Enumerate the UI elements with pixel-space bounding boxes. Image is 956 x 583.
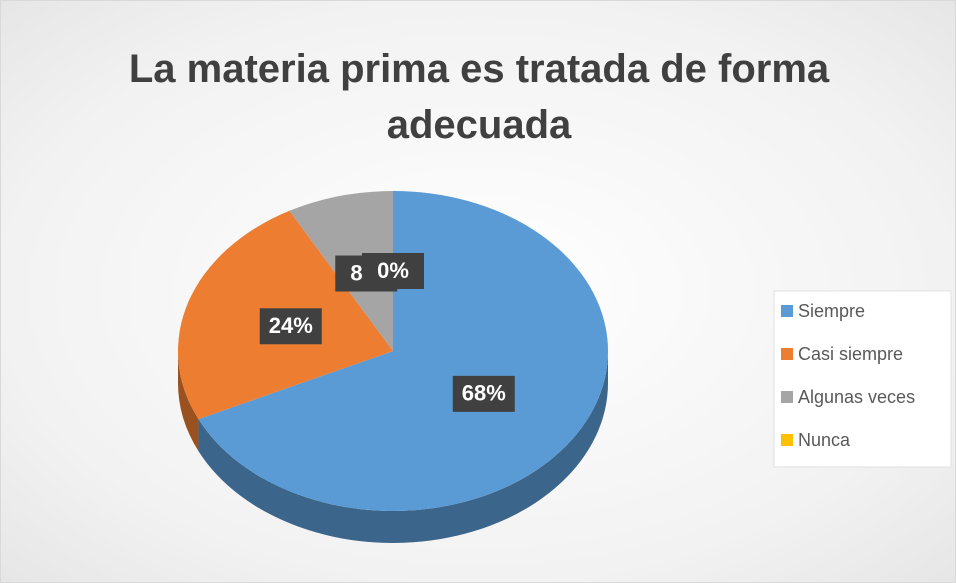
chart-title: La materia prima es tratada de forma ade… — [128, 47, 830, 147]
data-label: 0% — [377, 258, 409, 283]
legend-swatch — [781, 434, 793, 446]
data-label: 24% — [269, 313, 313, 338]
legend-label: Algunas veces — [798, 387, 915, 407]
data-label-box — [362, 253, 424, 289]
data-label: 68% — [462, 381, 506, 406]
legend-swatch — [781, 391, 793, 403]
legend-label: Nunca — [798, 430, 851, 450]
pie-slice — [198, 191, 608, 512]
data-label-box — [259, 308, 322, 345]
data-label-box — [452, 375, 515, 412]
legend-swatch — [781, 348, 793, 360]
legend-label: Casi siempre — [798, 344, 903, 364]
legend-label: Siempre — [798, 301, 865, 321]
legend-box — [773, 290, 952, 468]
pie-slice-side — [198, 351, 608, 543]
legend-swatch — [781, 305, 793, 317]
pie-slice-side — [178, 351, 199, 452]
